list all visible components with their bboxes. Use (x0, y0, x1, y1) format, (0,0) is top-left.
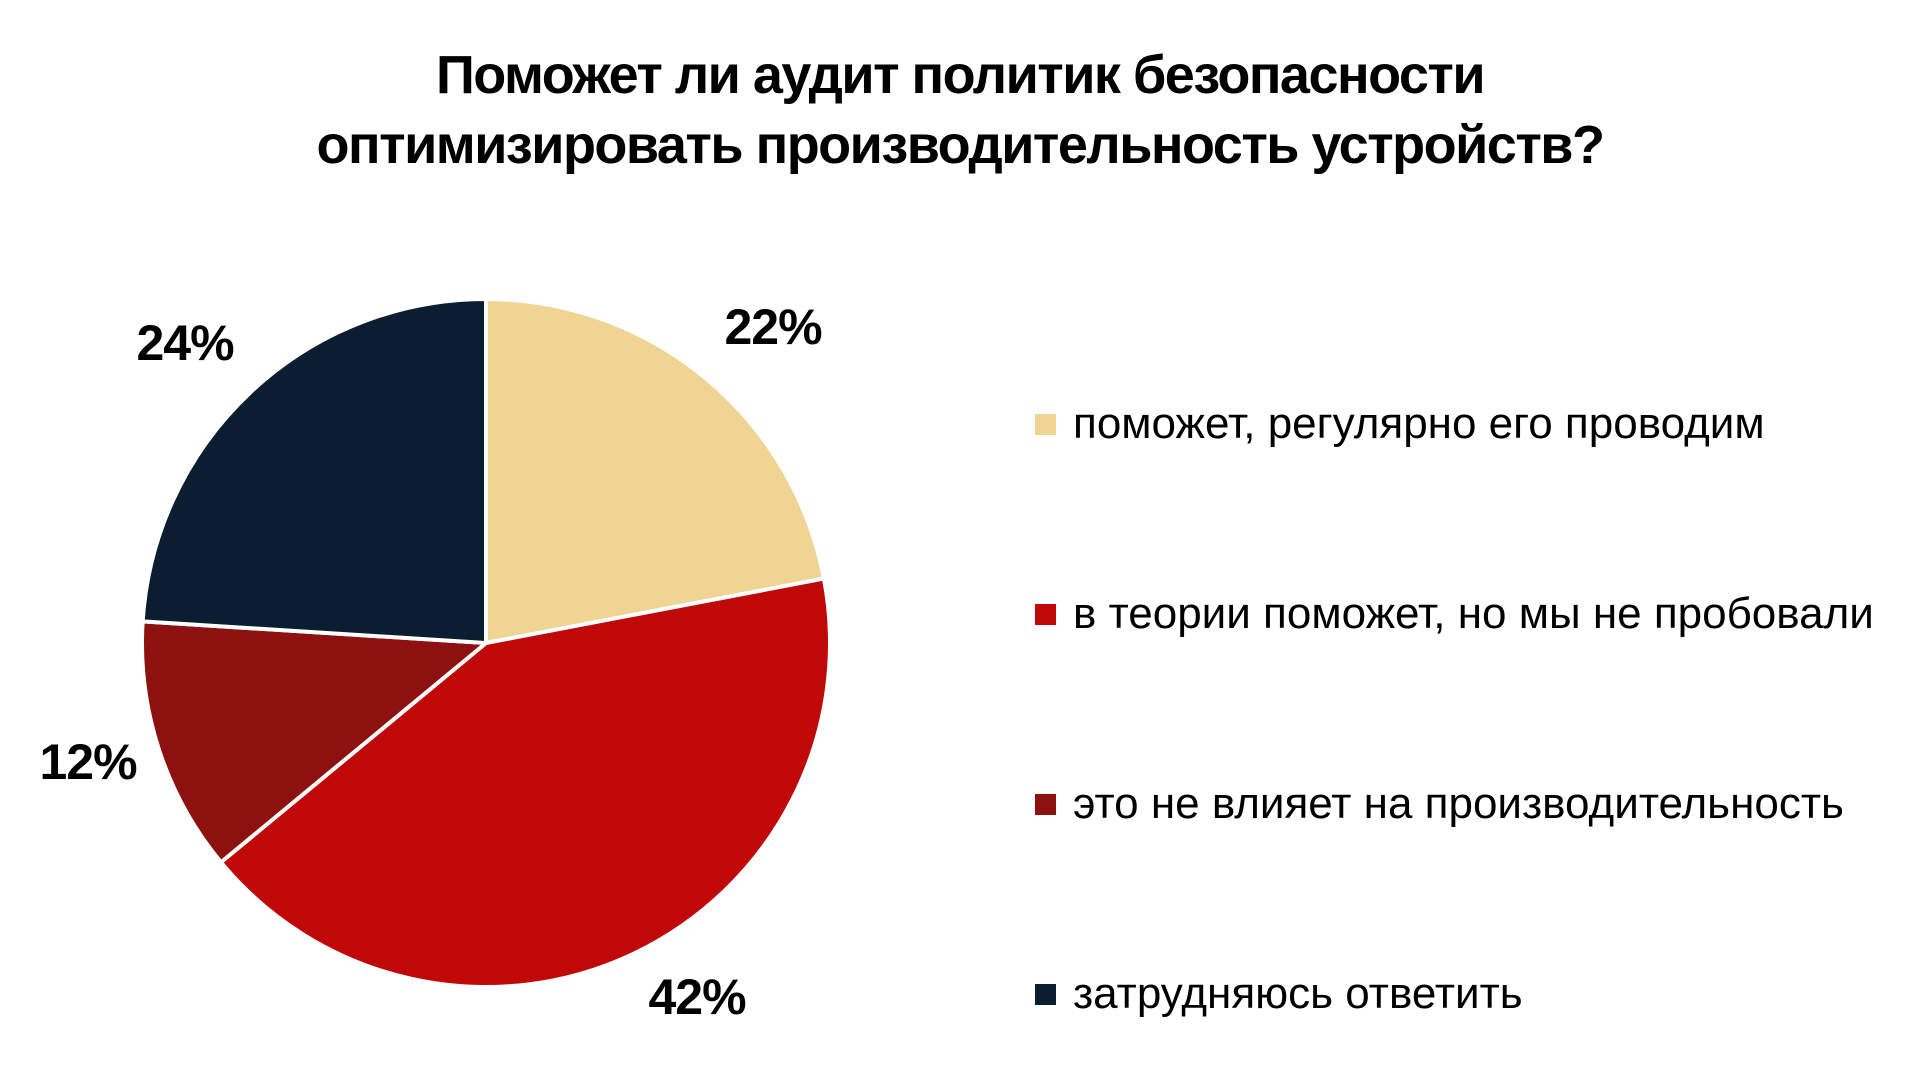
pie-chart-area (138, 295, 834, 991)
legend-item: затрудняюсь ответить (1035, 966, 1874, 1022)
legend-color-swatch (1035, 983, 1056, 1005)
pie-slice-2 (140, 619, 488, 865)
legend: поможет, регулярно его проводим в теории… (1035, 396, 1874, 1022)
legend-item-label: поможет, регулярно его проводим (1073, 399, 1765, 448)
chart-title-line-1: Поможет ли аудит политик безопасности (435, 45, 1486, 105)
chart-title-line-2: оптимизировать производительность устрой… (316, 115, 1605, 175)
chart-title: Поможет ли аудит политик безопасности оп… (0, 40, 1920, 180)
pie-percent-label-0: 22% (724, 299, 822, 355)
legend-item-label: это не влияет на производительность (1073, 779, 1844, 828)
legend-color-swatch (1035, 603, 1056, 625)
pie-slice-1 (218, 576, 832, 989)
pie-percent-label-2: 12% (39, 734, 137, 790)
legend-item: это не влияет на производительность (1035, 776, 1874, 832)
pie-percent-label-3: 24% (136, 315, 234, 371)
pie-slice-3 (140, 297, 488, 645)
legend-item: поможет, регулярно его проводим (1035, 396, 1874, 452)
legend-color-swatch (1035, 793, 1056, 815)
legend-item: в теории поможет, но мы не пробовали (1035, 586, 1874, 642)
pie-percent-label-1: 42% (648, 969, 746, 1025)
legend-item-label: в теории поможет, но мы не пробовали (1073, 589, 1874, 638)
legend-item-label: затрудняюсь ответить (1073, 969, 1523, 1018)
legend-color-swatch (1035, 413, 1056, 435)
pie-slice-0 (484, 297, 826, 645)
pie-chart (140, 297, 832, 989)
